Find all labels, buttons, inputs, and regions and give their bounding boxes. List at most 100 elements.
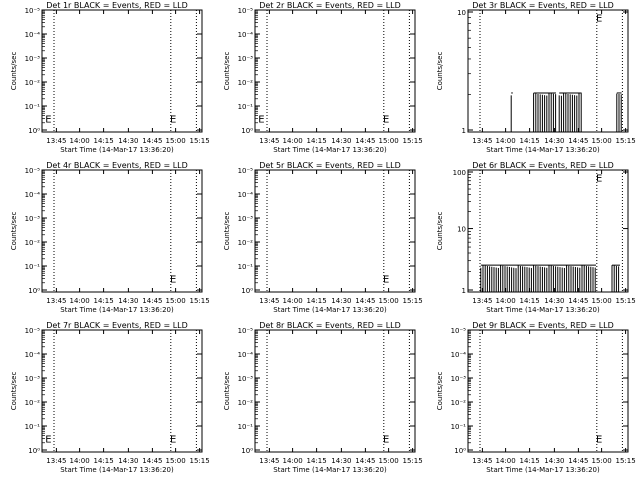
y-tick-label: 10⁻⁴ — [238, 351, 254, 359]
y-tick-label: 10 — [457, 226, 466, 234]
x-tick-label: 14:45 — [568, 457, 588, 465]
x-tick-label: 15:00 — [379, 137, 399, 145]
plot-frame — [254, 329, 416, 453]
x-tick-label: 13:45 — [46, 297, 66, 305]
x-axis-label: Start Time (14-Mar-17 13:36:20) — [60, 466, 174, 474]
y-tick-label: 10⁻⁵ — [25, 167, 41, 175]
panel-title: Det 7r BLACK = Events, RED = LLD — [46, 321, 188, 330]
event-marker: E — [596, 13, 602, 24]
y-axis-label: Counts/sec — [436, 212, 444, 251]
x-tick-label: 14:15 — [94, 297, 114, 305]
plot-frame — [41, 169, 203, 293]
event-marker: E — [258, 115, 264, 126]
x-tick-label: 14:00 — [283, 457, 303, 465]
x-tick-label: 14:00 — [496, 137, 516, 145]
x-tick-label: 14:45 — [142, 297, 162, 305]
x-tick-label: 14:30 — [331, 297, 351, 305]
x-tick-label: 14:30 — [544, 297, 564, 305]
y-tick-label: 10⁻² — [238, 79, 254, 87]
x-tick-label: 15:15 — [403, 457, 423, 465]
x-axis-label: Start Time (14-Mar-17 13:36:20) — [486, 466, 600, 474]
y-tick-label: 10⁰ — [28, 287, 40, 295]
x-tick-label: 15:00 — [592, 137, 612, 145]
event-marker: E — [383, 435, 389, 446]
y-tick-label: 10⁰ — [241, 287, 253, 295]
y-tick-label: 10⁻⁵ — [238, 7, 254, 15]
x-tick-label: 14:30 — [544, 457, 564, 465]
x-tick-label: 14:45 — [568, 137, 588, 145]
y-tick-label: 10⁻³ — [25, 55, 41, 63]
x-tick-label: 14:00 — [70, 137, 90, 145]
panel-title: Det 6r BLACK = Events, RED = LLD — [472, 161, 614, 170]
detector-panel-3: Det 3r BLACK = Events, RED = LLD 13:45 14:… — [436, 1, 636, 154]
x-tick-label: 14:45 — [142, 137, 162, 145]
y-tick-label: 10⁻⁵ — [451, 327, 467, 335]
y-tick-label: 10⁰ — [241, 447, 253, 455]
y-tick-label: 10⁻⁴ — [25, 351, 41, 359]
event-marker: E — [170, 275, 176, 286]
panel-title: Det 5r BLACK = Events, RED = LLD — [259, 161, 401, 170]
x-tick-label: 14:30 — [331, 137, 351, 145]
x-tick-label: 14:00 — [496, 297, 516, 305]
x-tick-label: 14:45 — [355, 457, 375, 465]
x-tick-label: 14:15 — [307, 297, 327, 305]
panel-title: Det 1r BLACK = Events, RED = LLD — [46, 1, 188, 10]
plot-frame — [41, 9, 203, 133]
x-axis-label: Start Time (14-Mar-17 13:36:20) — [60, 146, 174, 154]
x-tick-label: 15:00 — [592, 297, 612, 305]
detector-panel-2: Det 2r BLACK = Events, RED = LLD 13:45 14:… — [223, 1, 423, 154]
x-tick-label: 15:00 — [379, 297, 399, 305]
x-tick-label: 15:15 — [190, 297, 210, 305]
x-axis-label: Start Time (14-Mar-17 13:36:20) — [273, 146, 387, 154]
y-tick-label: 10⁻¹ — [25, 423, 41, 431]
y-tick-label: 10⁻² — [25, 239, 41, 247]
y-tick-label: 10 — [457, 9, 466, 17]
detector-panel-9: Det 9r BLACK = Events, RED = LLD 13:45 14:… — [436, 321, 636, 474]
y-tick-label: 1 — [462, 127, 466, 135]
y-tick-label: 10⁰ — [28, 447, 40, 455]
x-axis-label: Start Time (14-Mar-17 13:36:20) — [60, 306, 174, 314]
event-marker: E — [596, 435, 602, 446]
x-tick-label: 14:30 — [544, 137, 564, 145]
x-tick-label: 14:30 — [118, 297, 138, 305]
x-tick-label: 15:15 — [616, 297, 636, 305]
x-tick-label: 14:15 — [307, 457, 327, 465]
panel-title: Det 4r BLACK = Events, RED = LLD — [46, 161, 188, 170]
x-axis-label: Start Time (14-Mar-17 13:36:20) — [273, 306, 387, 314]
y-tick-label: 10⁻⁴ — [25, 31, 41, 39]
y-tick-label: 10⁻⁵ — [25, 7, 41, 15]
x-tick-label: 14:15 — [520, 137, 540, 145]
y-tick-label: 10⁻³ — [238, 55, 254, 63]
detector-panel-4: Det 4r BLACK = Events, RED = LLD 13:45 14:… — [10, 161, 210, 314]
x-tick-label: 13:45 — [472, 297, 492, 305]
y-tick-label: 10⁻⁴ — [238, 31, 254, 39]
x-axis-label: Start Time (14-Mar-17 13:36:20) — [486, 306, 600, 314]
x-tick-label: 15:00 — [166, 137, 186, 145]
event-marker: E — [170, 435, 176, 446]
x-tick-label: 15:00 — [379, 457, 399, 465]
event-marker: E — [170, 115, 176, 126]
y-tick-label: 10⁻¹ — [238, 263, 254, 271]
y-axis-label: Counts/sec — [223, 212, 231, 251]
detector-panel-7: Det 7r BLACK = Events, RED = LLD 13:45 14:… — [10, 321, 210, 474]
x-tick-label: 13:45 — [46, 137, 66, 145]
y-axis-label: Counts/sec — [10, 372, 18, 411]
x-tick-label: 13:45 — [46, 457, 66, 465]
plot-frame — [467, 329, 629, 453]
x-axis-label: Start Time (14-Mar-17 13:36:20) — [273, 466, 387, 474]
y-tick-label: 10⁻³ — [238, 375, 254, 383]
detector-panel-1: Det 1r BLACK = Events, RED = LLD 13:45 14:… — [10, 1, 210, 154]
x-tick-label: 14:00 — [496, 457, 516, 465]
x-tick-label: 15:15 — [403, 137, 423, 145]
y-tick-label: 10⁻¹ — [25, 263, 41, 271]
x-tick-label: 14:30 — [118, 457, 138, 465]
y-tick-label: 10⁻⁴ — [25, 191, 41, 199]
x-tick-label: 14:45 — [568, 297, 588, 305]
x-tick-label: 14:15 — [520, 457, 540, 465]
x-tick-label: 15:00 — [592, 457, 612, 465]
plot-frame — [467, 9, 629, 133]
y-tick-label: 10⁰ — [454, 447, 466, 455]
y-tick-label: 10⁻¹ — [25, 103, 41, 111]
x-tick-label: 14:45 — [355, 297, 375, 305]
plot-frame — [467, 169, 629, 293]
